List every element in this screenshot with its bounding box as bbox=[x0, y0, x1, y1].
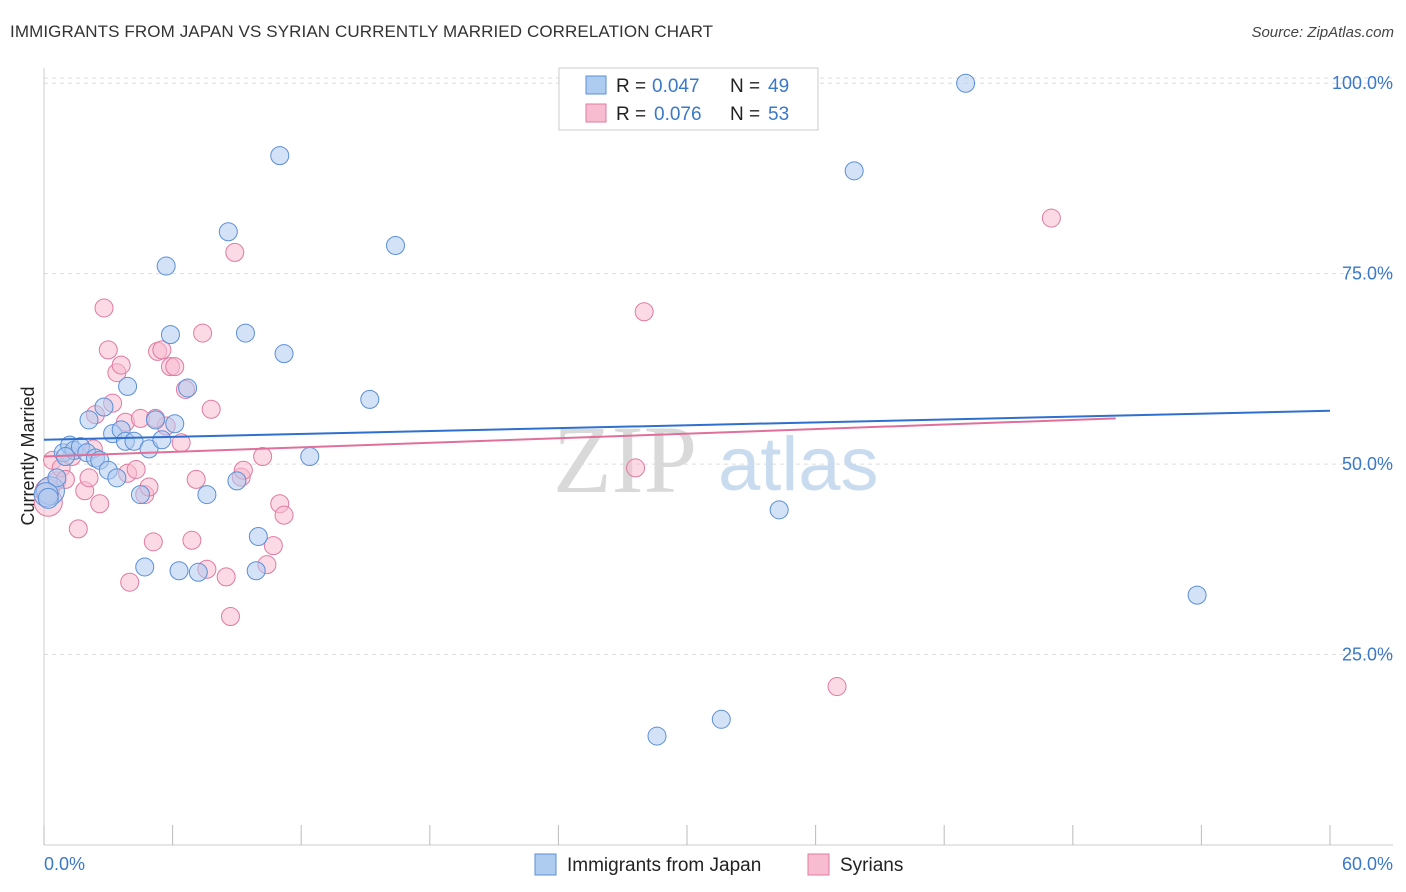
japan-point bbox=[79, 410, 99, 430]
japan-point bbox=[647, 726, 667, 746]
japan-point bbox=[300, 447, 320, 466]
syrians-point bbox=[90, 494, 110, 514]
syrians-point bbox=[201, 399, 221, 419]
japan-point bbox=[218, 222, 238, 242]
x-tick-label-min: 0.0% bbox=[44, 854, 85, 874]
japan-point bbox=[386, 235, 406, 255]
japan-point bbox=[118, 376, 138, 396]
syrians-point bbox=[827, 677, 847, 697]
syrians-point bbox=[94, 298, 114, 318]
legend-r-label-japan: R = bbox=[616, 76, 646, 97]
legend-n-label-syrians: N = bbox=[730, 104, 760, 125]
japan-point bbox=[844, 161, 864, 181]
syrians-point bbox=[193, 323, 213, 343]
japan-point bbox=[152, 430, 172, 450]
watermark-atlas: atlas bbox=[718, 422, 879, 507]
source-label: Source: ZipAtlas.com bbox=[1251, 24, 1394, 41]
series-legend: Immigrants from Japan Syrians bbox=[534, 853, 903, 876]
trend-lines bbox=[43, 409, 1331, 458]
bottom-legend-swatch-japan bbox=[534, 853, 557, 876]
japan-point bbox=[227, 471, 247, 491]
watermark: ZIP atlas bbox=[553, 406, 879, 513]
legend-swatch-japan bbox=[585, 75, 607, 95]
legend-n-value-syrians: 53 bbox=[768, 104, 789, 125]
legend-r-value-japan: 0.047 bbox=[652, 76, 700, 97]
gridlines bbox=[44, 77, 1393, 656]
syrians-point bbox=[165, 357, 185, 377]
syrians-point bbox=[626, 458, 646, 478]
japan-point bbox=[248, 526, 268, 546]
japan-point bbox=[274, 344, 294, 364]
japan-point bbox=[165, 414, 185, 434]
syrians-point bbox=[111, 355, 131, 375]
legend-n-value-japan: 49 bbox=[768, 76, 789, 97]
syrians-point bbox=[120, 572, 140, 592]
legend-r-label-syrians: R = bbox=[616, 104, 646, 125]
y-tick-labels: 25.0% 50.0% 75.0% 100.0% bbox=[1332, 73, 1393, 664]
y-tick-label-75: 75.0% bbox=[1342, 264, 1393, 284]
syrians-point bbox=[143, 532, 163, 552]
legend-r-value-syrians: 0.076 bbox=[654, 104, 702, 125]
japan-point bbox=[956, 73, 976, 93]
syrians-point bbox=[152, 340, 172, 360]
japan-point bbox=[37, 487, 59, 509]
stats-legend: R = 0.047 N = 49 R = 0.076 N = 53 bbox=[558, 67, 819, 131]
japan-point bbox=[156, 256, 176, 276]
japan-point bbox=[769, 500, 789, 520]
y-tick-label-100: 100.0% bbox=[1332, 73, 1393, 93]
japan-point bbox=[145, 410, 165, 430]
japan-point bbox=[47, 468, 67, 488]
trend-line-syrians bbox=[43, 417, 1116, 458]
x-ticks bbox=[43, 825, 1331, 845]
syrians-point bbox=[1041, 208, 1061, 228]
syrians-point bbox=[225, 242, 245, 262]
syrians-point bbox=[220, 606, 240, 626]
bottom-legend-label-syrians: Syrians bbox=[840, 855, 903, 876]
bottom-legend-label-japan: Immigrants from Japan bbox=[567, 855, 761, 876]
japan-point bbox=[178, 378, 198, 398]
japan-point bbox=[94, 397, 114, 417]
japan-point bbox=[169, 561, 189, 581]
syrians-point bbox=[216, 567, 236, 587]
japan-point bbox=[711, 709, 731, 729]
syrians-point bbox=[634, 302, 654, 322]
japan-point bbox=[130, 485, 150, 505]
syrians-point bbox=[79, 468, 99, 488]
japan-point bbox=[1187, 585, 1207, 605]
chart-title: IMMIGRANTS FROM JAPAN VS SYRIAN CURRENTL… bbox=[10, 22, 714, 41]
japan-point bbox=[160, 325, 180, 345]
japan-point bbox=[270, 146, 290, 166]
syrians-point bbox=[274, 505, 294, 525]
y-tick-label-50: 50.0% bbox=[1342, 454, 1393, 474]
bottom-legend-swatch-syrians bbox=[807, 853, 830, 876]
syrians-point bbox=[182, 530, 202, 550]
watermark-zip: ZIP bbox=[553, 406, 697, 513]
japan-point bbox=[188, 562, 208, 582]
legend-swatch-syrians bbox=[585, 103, 607, 123]
legend-n-label-japan: N = bbox=[730, 76, 760, 97]
japan-point bbox=[107, 468, 127, 488]
japan-point bbox=[197, 485, 217, 505]
syrians-point bbox=[253, 447, 273, 466]
syrians-point bbox=[98, 340, 118, 360]
trend-line-japan bbox=[43, 409, 1331, 441]
y-tick-label-25: 25.0% bbox=[1342, 645, 1393, 665]
japan-point bbox=[135, 557, 155, 577]
syrians-point bbox=[186, 469, 206, 489]
japan-point bbox=[235, 323, 255, 343]
syrians-point bbox=[263, 536, 283, 556]
japan-point bbox=[360, 389, 380, 409]
syrians-point bbox=[68, 519, 88, 539]
syrians-point bbox=[126, 459, 146, 479]
japan-point bbox=[246, 561, 266, 581]
y-axis-label: Currently Married bbox=[18, 386, 38, 525]
x-tick-label-max: 60.0% bbox=[1342, 854, 1393, 874]
